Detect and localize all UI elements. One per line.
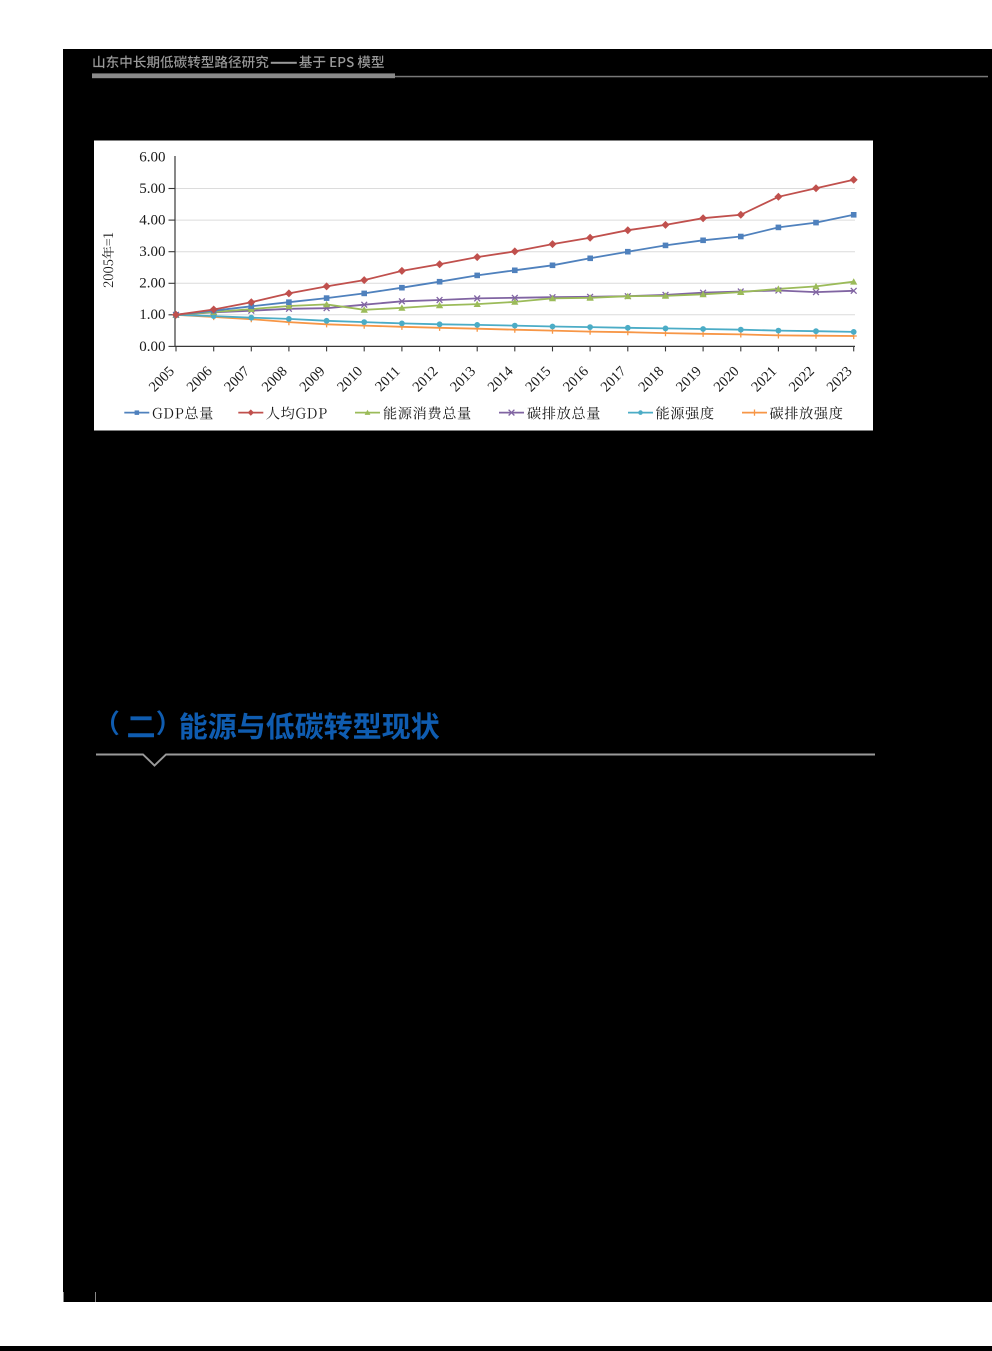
svg-text:4.00: 4.00 <box>139 213 165 229</box>
svg-text:5.00: 5.00 <box>139 181 165 197</box>
svg-text:1.00: 1.00 <box>139 307 165 323</box>
svg-text:6.00: 6.00 <box>139 149 165 165</box>
svg-text:3.00: 3.00 <box>139 244 165 260</box>
svg-text:0.00: 0.00 <box>139 339 165 355</box>
svg-text:2.00: 2.00 <box>139 276 165 292</box>
